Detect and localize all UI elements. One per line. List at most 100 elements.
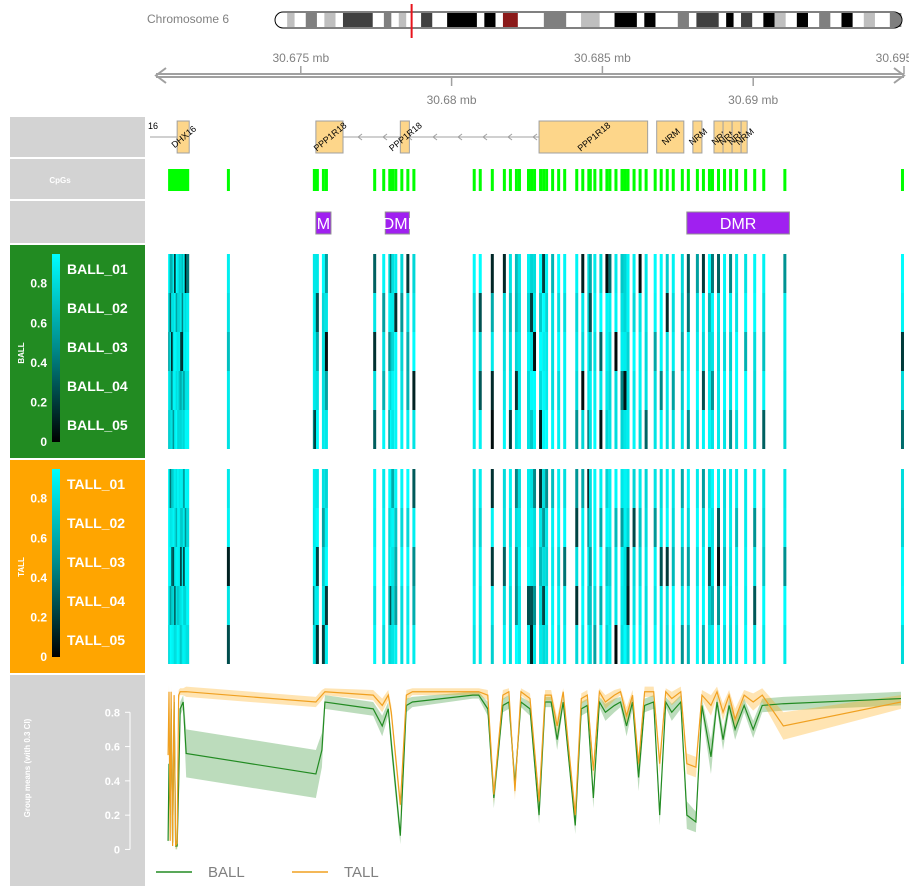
heatmap-cell — [530, 293, 534, 332]
heatmap-cell — [744, 293, 748, 332]
heatmap-cell — [900, 254, 904, 293]
heatmap-cell — [614, 254, 618, 293]
legend-label-tall: TALL — [344, 864, 379, 881]
sample-label: BALL_01 — [67, 261, 128, 277]
heatmap-cell — [686, 332, 690, 371]
cpg-mark — [575, 169, 579, 191]
cpg-mark — [707, 169, 711, 191]
heatmap-cell — [623, 469, 627, 508]
heatmap-cell — [226, 293, 230, 332]
heatmap-cell — [587, 293, 591, 332]
heatmap-cell — [695, 371, 699, 410]
ci-band-ball — [168, 691, 901, 850]
heatmap-cell — [729, 332, 733, 371]
heatmap-cell — [587, 332, 591, 371]
heatmap-cell — [587, 586, 591, 625]
heatmap-cell — [178, 293, 182, 332]
tall-heatmap — [168, 469, 904, 664]
ideogram-outline — [274, 11, 903, 29]
ideogram-band — [421, 13, 433, 27]
heatmap-cell — [502, 332, 506, 371]
heatmap-cell — [653, 508, 657, 547]
cpg-mark — [373, 169, 377, 191]
heatmap-cell — [180, 293, 184, 332]
heatmap-cell — [508, 332, 512, 371]
dmr-box — [384, 211, 410, 235]
heatmap-cell — [593, 625, 597, 664]
heatmap-cell — [588, 547, 592, 586]
heatmap-cell — [614, 586, 618, 625]
heatmap-cell — [412, 547, 416, 586]
ideogram-band — [287, 13, 295, 27]
heatmap-cell — [753, 625, 757, 664]
heatmap-cell — [183, 586, 187, 625]
cpg-mark — [315, 169, 319, 191]
heatmap-cell — [527, 547, 530, 586]
cpg-mark — [168, 169, 172, 191]
heatmap-cell — [587, 371, 591, 410]
heatmap-cell — [623, 586, 627, 625]
heatmap-cell — [168, 547, 172, 586]
heatmap-cell — [587, 469, 591, 508]
gene-exon — [399, 120, 410, 154]
heatmap-cell — [545, 254, 549, 293]
track-title-panels: CpGs Group means (with 0.3 CI) BALL TALL — [10, 117, 145, 886]
heatmap-cell — [177, 586, 181, 625]
heatmap-cell — [762, 371, 766, 410]
heatmap-cell — [753, 332, 757, 371]
heatmap-cell — [753, 410, 757, 449]
heatmap-cell — [626, 332, 630, 371]
heatmap-cell — [717, 508, 721, 547]
heatmap-cell — [753, 508, 757, 547]
heatmap-cell — [593, 254, 597, 293]
cpg-mark — [557, 169, 561, 191]
heatmap-cell — [665, 586, 669, 625]
chromosome-ideogram: Chromosome 6 — [147, 4, 903, 38]
heatmap-cell — [632, 254, 636, 293]
heatmap-cell — [490, 332, 494, 371]
heatmap-cell — [172, 371, 176, 410]
heatmap-cell — [659, 371, 663, 410]
heatmap-cell — [321, 293, 325, 332]
heatmap-cell — [514, 410, 518, 449]
heatmap-cell — [400, 508, 404, 547]
gene-track: 16 DHX16 PPP1R18 PPP1R18 PPP1R18 NRM NRM NRMNRM… — [148, 120, 756, 154]
heatmap-cell — [638, 547, 642, 586]
ideogram-band — [316, 13, 325, 27]
heatmap-cell — [181, 586, 185, 625]
heatmap-cell — [172, 254, 176, 293]
heatmap-cell — [406, 371, 410, 410]
heatmap-cell — [710, 508, 714, 547]
heatmap-cell — [478, 547, 482, 586]
cpg-mark — [581, 169, 585, 191]
heatmap-cell — [517, 625, 521, 664]
heatmap-cell — [514, 508, 518, 547]
sample-label: BALL_04 — [67, 378, 128, 394]
heatmap-cell — [315, 508, 319, 547]
heatmap-cell — [608, 469, 612, 508]
heatmap-cell — [593, 586, 597, 625]
heatmap-cell — [563, 371, 567, 410]
cpg-mark — [382, 169, 386, 191]
heatmap-cell — [744, 586, 748, 625]
cpg-mark — [517, 169, 521, 191]
heatmap-cell — [174, 332, 178, 371]
dmr-label: DMI — [383, 216, 412, 233]
heatmap-cell — [707, 625, 711, 664]
ideogram-band — [305, 13, 318, 27]
cpg-mark — [626, 169, 630, 191]
heatmap-cell — [394, 469, 398, 508]
heatmap-cell — [701, 508, 705, 547]
heatmap-cell — [530, 332, 534, 371]
heatmap-cell — [312, 371, 316, 410]
heatmap-cell — [530, 254, 534, 293]
heatmap-cell — [632, 332, 636, 371]
legend-label-ball: BALL — [208, 864, 245, 881]
heatmap-cell — [186, 586, 190, 625]
heatmap-cell — [539, 625, 543, 664]
heatmap-cell — [638, 410, 642, 449]
heatmap-cell — [587, 508, 591, 547]
heatmap-cell — [695, 469, 699, 508]
heatmap-cell — [680, 586, 684, 625]
heatmap-cell — [490, 469, 494, 508]
